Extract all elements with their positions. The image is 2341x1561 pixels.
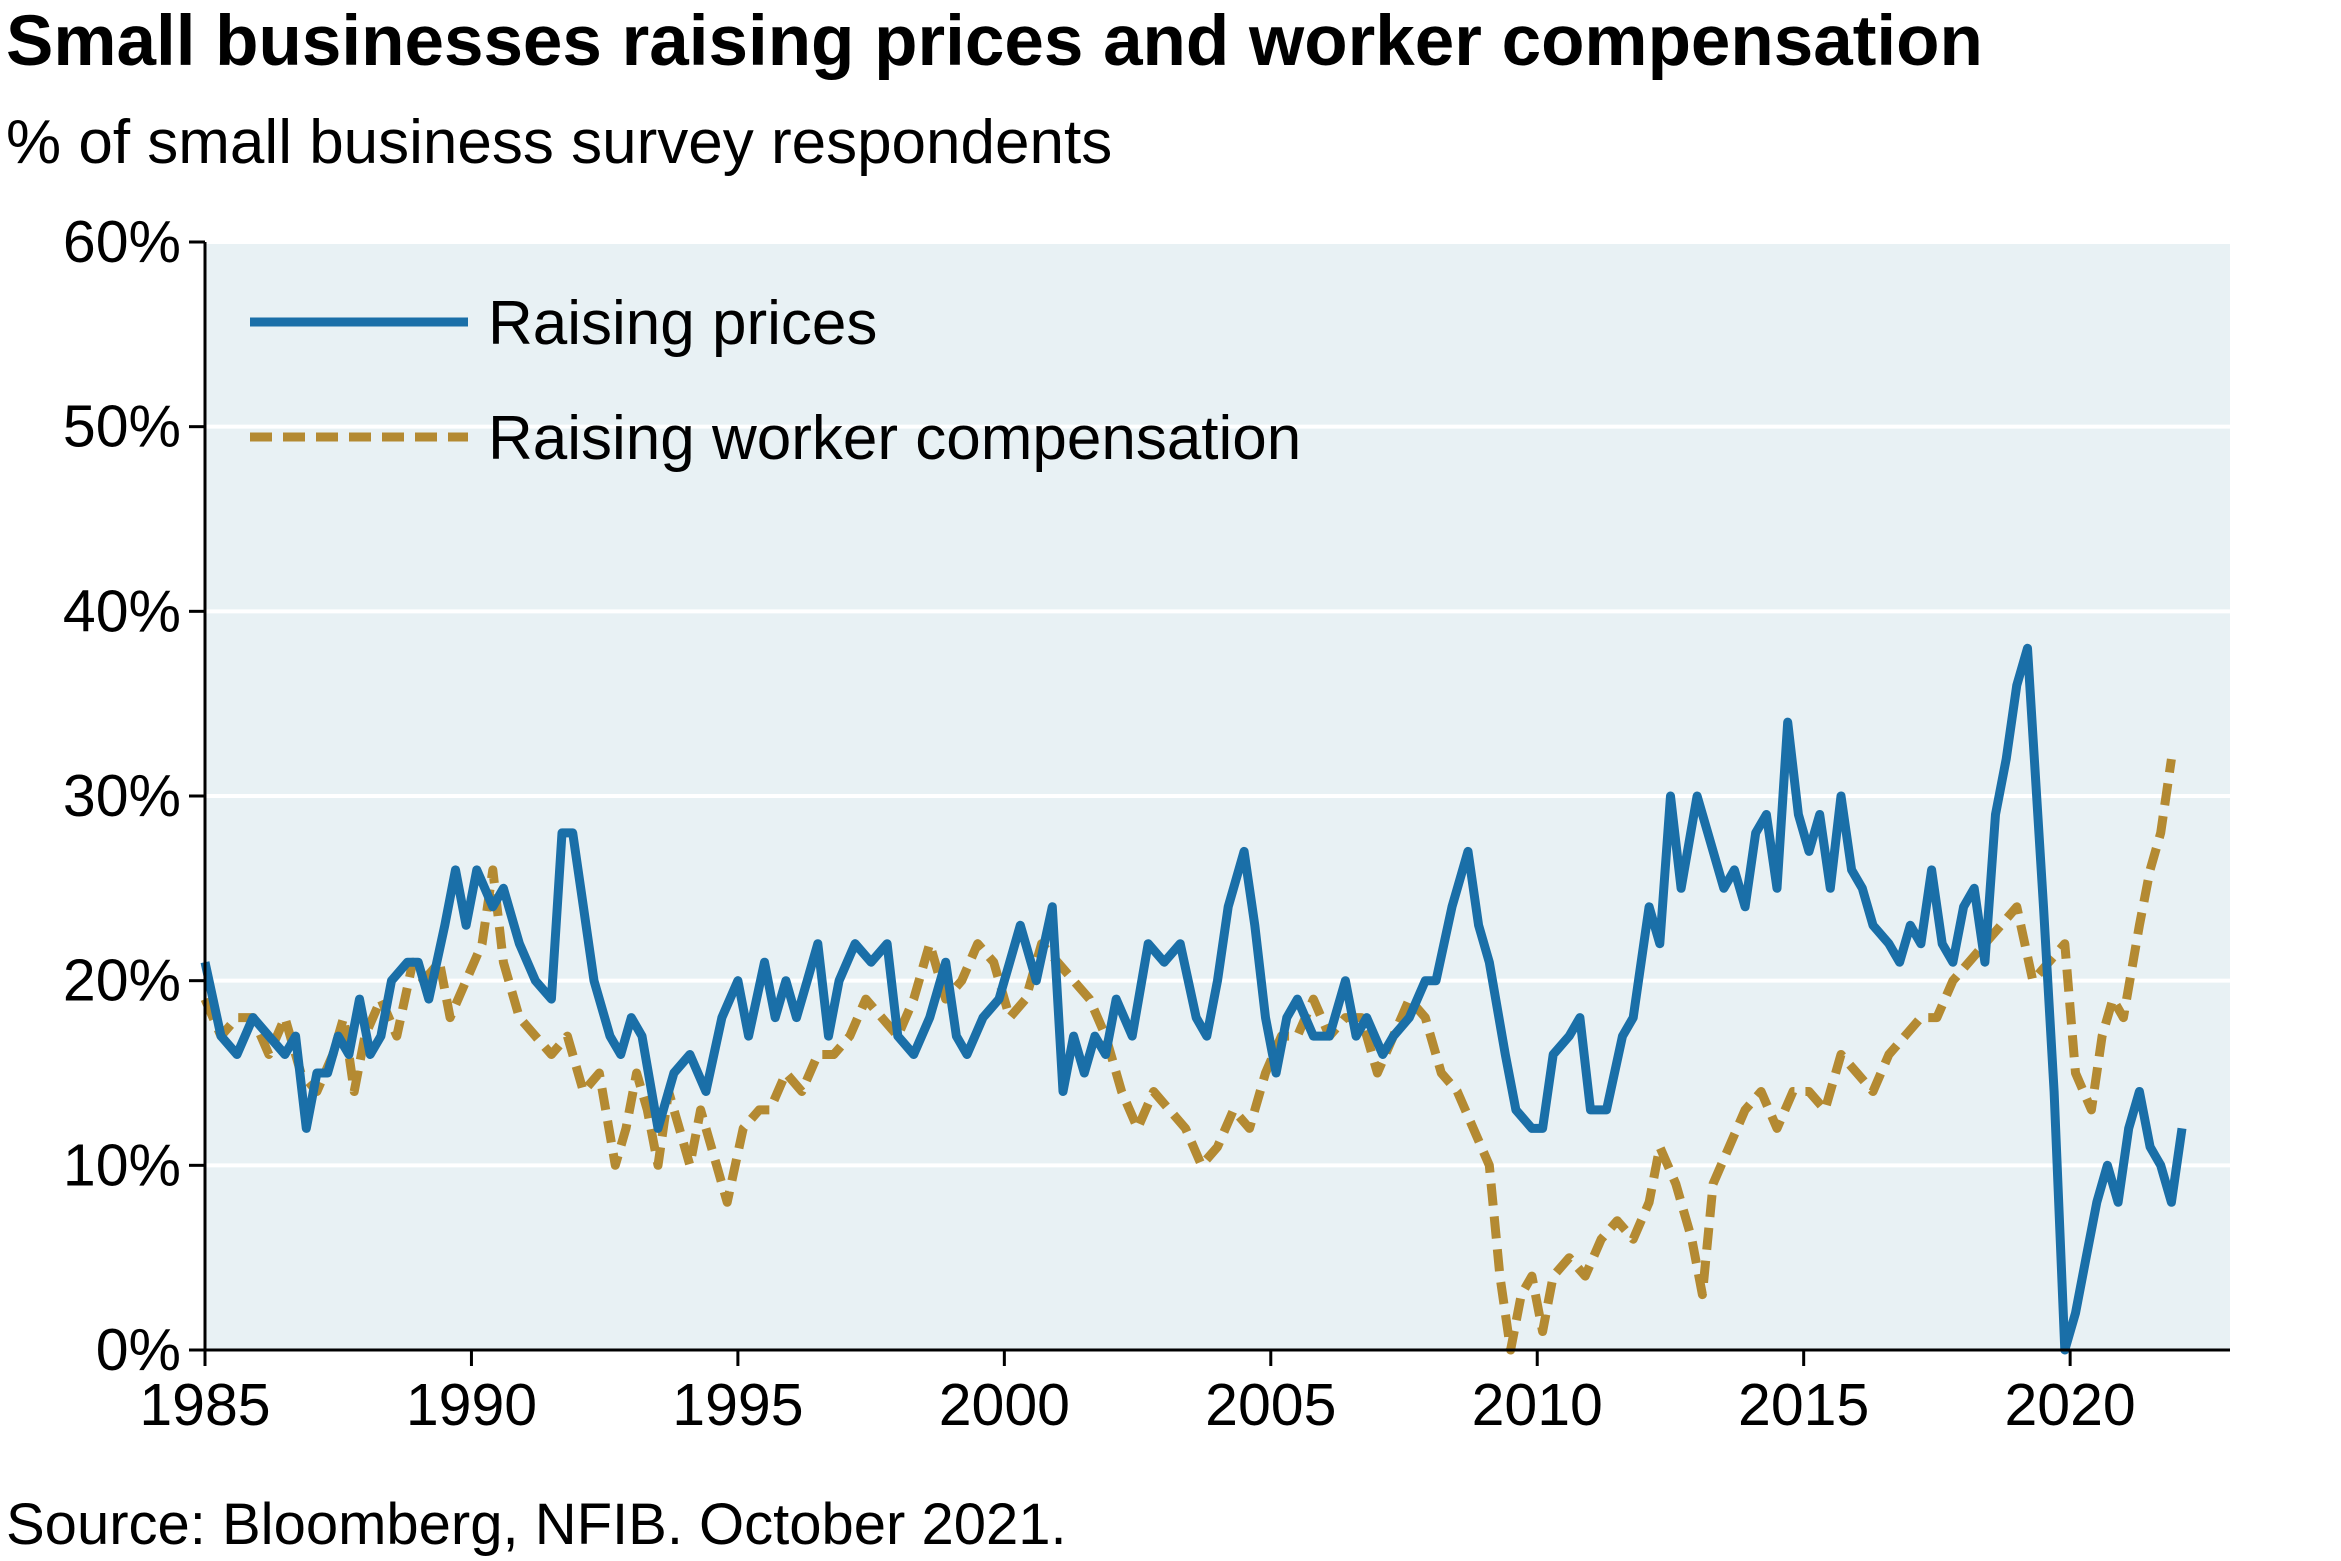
x-tick-label: 1990 [406,1372,537,1438]
series-lines [200,643,2187,1355]
gridlines [205,240,2230,1168]
source-note: Source: Bloomberg, NFIB. October 2021. [6,1492,1067,1557]
chart-title: Small businesses raising prices and work… [6,2,1983,81]
y-tick-label: 10% [63,1132,181,1198]
x-tick-label: 1985 [139,1372,270,1438]
legend: Raising prices Raising worker compensatio… [250,289,1301,473]
x-tick-label: 2000 [939,1372,1070,1438]
y-tick-label: 50% [63,394,181,460]
legend-label: Raising prices [488,289,877,358]
series-line-raising-prices [200,643,2187,1355]
x-tick-label: 2010 [1472,1372,1603,1438]
legend-item-raising-worker-compensation: Raising worker compensation [250,404,1301,473]
y-tick-label: 40% [63,578,181,644]
x-tick-label: 1995 [672,1372,803,1438]
x-tick-label: 2020 [2004,1372,2135,1438]
legend-label: Raising worker compensation [488,404,1301,473]
x-tick-label: 2015 [1738,1372,1869,1438]
y-tick-label: 20% [63,948,181,1014]
series-line-raising-worker-compensation [200,758,2176,1355]
chart-subtitle: % of small business survey respondents [6,108,1113,177]
x-tick-label: 2005 [1205,1372,1336,1438]
axes: 0% 10% 20% 30% 40% 50% 60% 1985 1990 1995 2000 2005… [63,209,2230,1438]
legend-item-raising-prices: Raising prices [250,289,877,358]
y-tick-label: 30% [63,763,181,829]
y-tick-label: 0% [96,1317,181,1383]
y-tick-label: 60% [63,209,181,275]
